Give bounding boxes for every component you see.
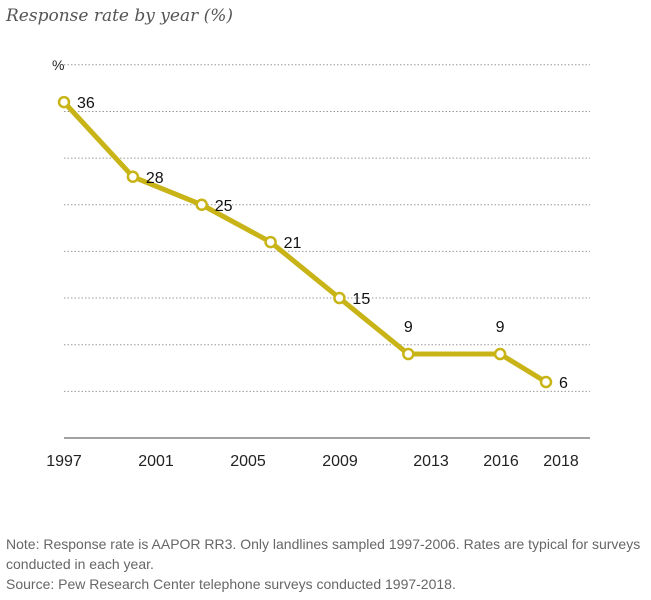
data-point-marker xyxy=(402,347,415,361)
x-tick-label: 2016 xyxy=(483,453,519,470)
data-label: 9 xyxy=(404,319,413,336)
x-tick-label: 2018 xyxy=(543,453,579,470)
data-label: 21 xyxy=(284,235,302,252)
gridlines xyxy=(64,64,590,392)
chart-title: Response rate by year (%) xyxy=(6,6,234,26)
series-line xyxy=(61,99,549,385)
data-point-marker xyxy=(195,198,208,211)
note-text: Note: Response rate is AAPOR RR3. Only l… xyxy=(6,536,641,572)
data-point-marker xyxy=(57,95,71,109)
x-tick-label: 2001 xyxy=(138,453,174,470)
x-tick-label: 2009 xyxy=(322,453,358,470)
data-labels: 36 28 25 21 15 9 9 6 xyxy=(77,95,568,392)
data-point-marker xyxy=(539,375,553,389)
chart-footnote: Note: Response rate is AAPOR RR3. Only l… xyxy=(6,534,646,594)
data-label: 28 xyxy=(146,170,164,187)
data-point-marker xyxy=(493,347,507,361)
x-tick-labels: 1997 2001 2005 2009 2013 2016 2018 xyxy=(46,453,579,470)
data-point-marker xyxy=(333,291,346,305)
data-markers xyxy=(57,95,553,389)
x-tick-label: 1997 xyxy=(46,453,82,470)
data-label: 6 xyxy=(559,375,568,392)
data-label: 15 xyxy=(352,291,370,308)
data-point-marker xyxy=(264,235,277,249)
data-point-marker xyxy=(126,170,140,184)
x-tick-label: 2013 xyxy=(413,453,449,470)
y-axis-unit-label: % xyxy=(52,57,64,73)
data-label: 25 xyxy=(215,198,233,215)
data-label: 36 xyxy=(77,95,95,112)
data-label: 9 xyxy=(496,319,505,336)
source-text: Source: Pew Research Center telephone su… xyxy=(6,576,456,592)
x-tick-label: 2005 xyxy=(230,453,266,470)
